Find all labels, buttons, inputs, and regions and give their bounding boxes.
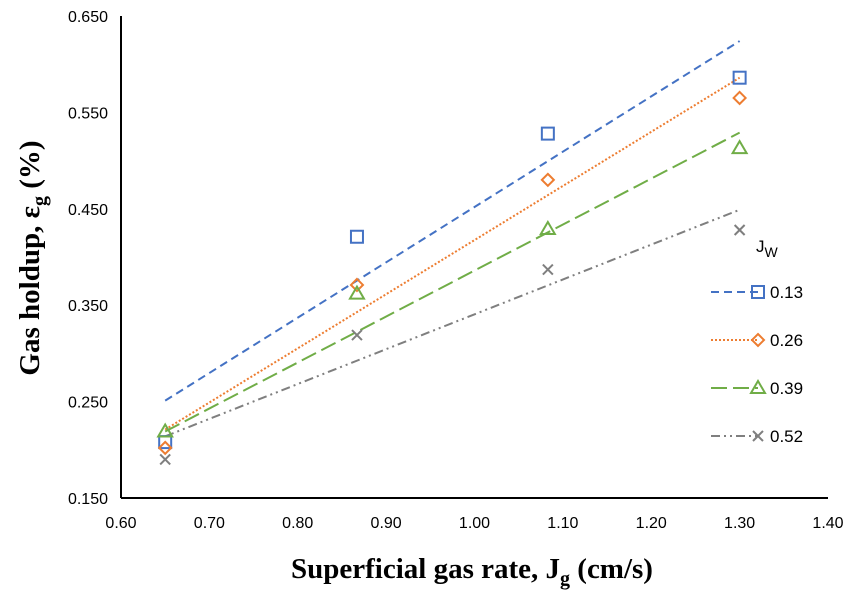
data-point-0.52 [159, 453, 171, 466]
y-axis-title: Gas holdup, εg (%) [14, 140, 51, 375]
data-point-0.52 [351, 329, 363, 341]
legend-marker-0.26 [750, 332, 766, 348]
legend-label: 0.39 [770, 379, 803, 398]
x-tick-label: 1.40 [812, 515, 843, 532]
tick-labels: 0.60 0.70 0.80 0.90 1.00 1.10 1.20 1.30 1.40 0.15… [68, 9, 844, 532]
legend-entry-0.26: 0.26 [711, 331, 803, 350]
data-point-0.13 [540, 126, 555, 141]
legend-entry-0.39: 0.39 [711, 379, 803, 398]
x-tick-label: 1.20 [636, 515, 667, 532]
legend: 0.13 0.26 0.39 0.52 [711, 283, 803, 446]
y-tick-label: 0.350 [68, 298, 108, 315]
trendlines [164, 40, 741, 438]
x-tick-label: 1.00 [459, 515, 490, 532]
data-point-0.26 [540, 172, 556, 188]
data-markers [156, 70, 749, 466]
data-point-0.39 [156, 422, 174, 438]
y-tick-label: 0.450 [68, 202, 108, 219]
data-point-0.39 [730, 139, 749, 155]
data-point-0.39 [539, 220, 557, 236]
trendline-0.26 [164, 76, 741, 431]
y-tick-label: 0.550 [68, 105, 108, 122]
trendline-0.39 [164, 131, 741, 433]
legend-marker-0.39 [749, 379, 767, 394]
legend-marker-0.52 [752, 430, 764, 442]
data-point-0.26 [157, 440, 173, 456]
legend-label: 0.26 [770, 331, 803, 350]
x-tick-label: 1.10 [547, 515, 578, 532]
y-tick-label: 0.150 [68, 491, 108, 508]
x-tick-label: 0.70 [194, 515, 225, 532]
data-point-0.26 [732, 90, 748, 106]
data-point-0.39 [348, 284, 366, 300]
data-point-0.26 [349, 277, 365, 293]
x-tick-label: 0.90 [371, 515, 402, 532]
x-tick-label: 1.30 [724, 515, 755, 532]
y-tick-label: 0.650 [68, 9, 108, 26]
y-tick-label: 0.250 [68, 395, 108, 412]
legend-entry-0.52: 0.52 [711, 427, 803, 446]
trendline-0.13 [164, 40, 741, 402]
data-point-0.13 [732, 70, 747, 85]
legend-marker-0.13 [751, 285, 765, 299]
legend-label: 0.52 [770, 427, 803, 446]
data-point-0.52 [542, 263, 554, 276]
legend-title: JW [756, 237, 779, 260]
data-point-0.52 [733, 224, 746, 236]
axes [120, 16, 828, 499]
x-tick-label: 0.80 [282, 515, 313, 532]
trendline-0.52 [164, 208, 740, 438]
x-axis-title: Superficial gas rate, Jg (cm/s) [291, 553, 653, 590]
legend-label: 0.13 [770, 283, 803, 302]
legend-entry-0.13: 0.13 [711, 283, 803, 302]
x-tick-label: 0.60 [105, 515, 136, 532]
data-point-0.13 [349, 229, 364, 244]
